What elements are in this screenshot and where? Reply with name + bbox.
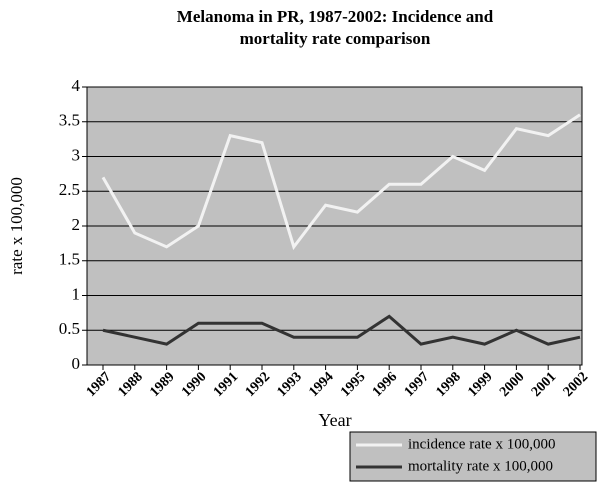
line xyxy=(101,113,581,251)
line xyxy=(102,314,581,346)
x-tick-label: 2000 xyxy=(497,369,527,399)
x-tick-label: 1998 xyxy=(433,369,463,399)
x-tick-label: 2001 xyxy=(529,369,559,399)
x-tick-label: 1989 xyxy=(147,369,177,399)
legend-box xyxy=(349,431,597,482)
x-tick-label: 1992 xyxy=(243,369,273,399)
y-tick-label: 0 xyxy=(72,354,81,373)
y-tick-label: 4 xyxy=(72,76,81,95)
x-tick-label: 1997 xyxy=(402,369,432,399)
x-tick-label: 1987 xyxy=(84,369,114,399)
x-tick-label: 1991 xyxy=(211,369,241,399)
x-tick-label: 1988 xyxy=(115,369,145,399)
y-tick-label: 2 xyxy=(72,215,81,234)
legend-label: incidence rate x 100,000 xyxy=(408,436,555,452)
y-tick-label: 3 xyxy=(72,145,81,164)
x-tick-label: 1996 xyxy=(370,369,400,399)
x-tick-label: 2002 xyxy=(561,369,591,399)
y-tick-label: 1.5 xyxy=(59,250,80,269)
x-tick-label: 1994 xyxy=(306,369,336,399)
y-axis-label: rate x 100,000 xyxy=(7,177,26,275)
x-axis-label: Year xyxy=(318,410,351,430)
chart-title: Melanoma in PR, 1987-2002: Incidence and xyxy=(177,7,494,26)
x-tick-label: 1993 xyxy=(274,369,304,399)
y-tick-label: 2.5 xyxy=(59,180,80,199)
x-tick-label: 1990 xyxy=(179,369,209,399)
legend-label: mortality rate x 100,000 xyxy=(408,458,553,474)
chart-title: mortality rate comparison xyxy=(240,29,431,48)
y-tick-label: 1 xyxy=(72,284,81,303)
y-tick-label: 0.5 xyxy=(59,319,80,338)
y-tick-label: 3.5 xyxy=(59,111,80,130)
x-tick-label: 1999 xyxy=(465,369,495,399)
x-tick-label: 1995 xyxy=(338,369,368,399)
